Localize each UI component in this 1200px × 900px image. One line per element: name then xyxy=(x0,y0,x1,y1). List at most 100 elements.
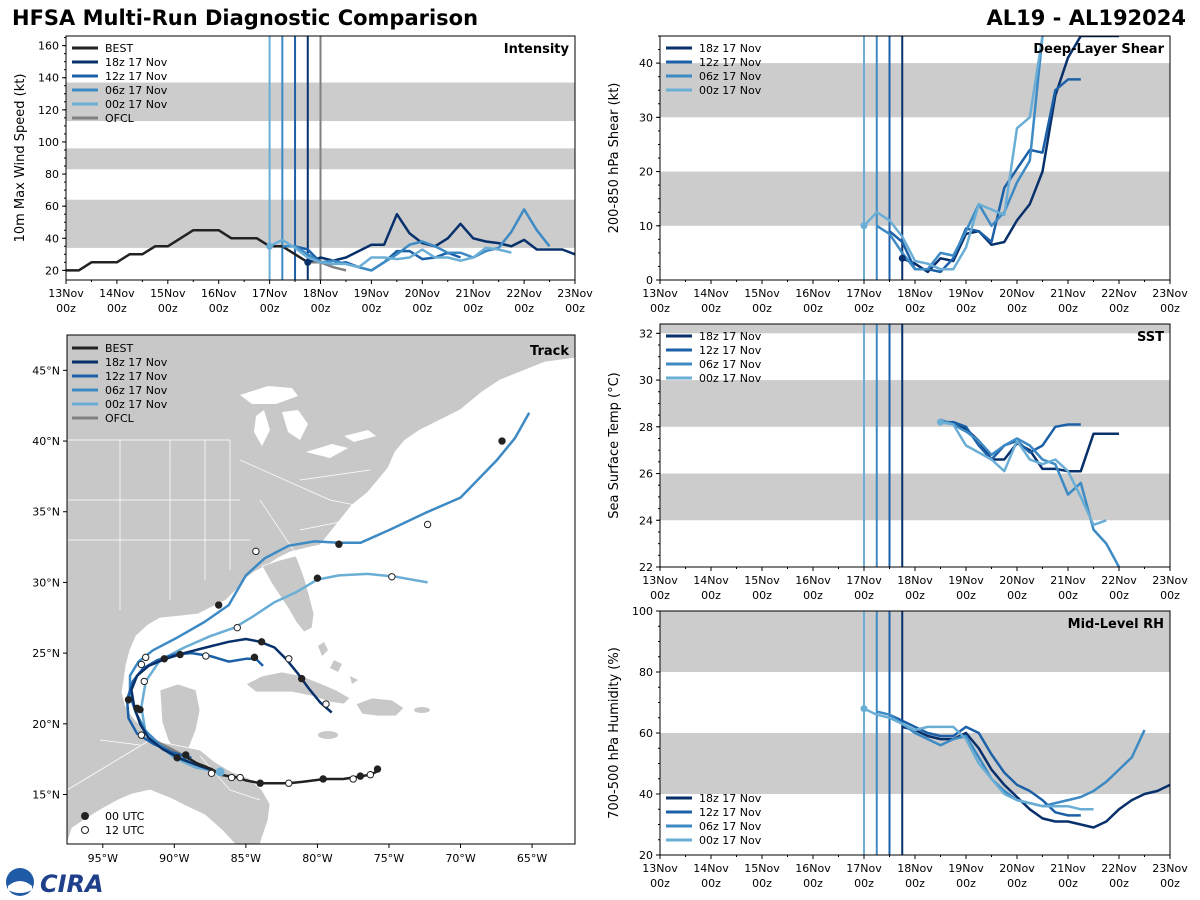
intensity-series-best xyxy=(66,228,321,272)
intensity-series-06z-17-nov xyxy=(282,208,551,272)
sst-xtick-label: 21Nov xyxy=(1050,574,1086,587)
intensity-series-00z-17-nov xyxy=(269,238,512,269)
track-frame xyxy=(66,334,576,845)
rh-xtick-label: 20Nov xyxy=(999,862,1035,875)
intensity-start-point xyxy=(266,242,274,250)
track-marker-00utc xyxy=(214,601,223,609)
shear-xtick-label-hour: 00z xyxy=(1007,302,1027,315)
rh-xtick-label: 18Nov xyxy=(897,862,933,875)
shear-xtick-label: 16Nov xyxy=(795,287,831,300)
track-xtick-label: 95°W xyxy=(88,852,118,865)
intensity-ytick-label: 20 xyxy=(45,264,59,277)
track-marker-00utc xyxy=(133,704,141,712)
rh-xtick-label-hour: 00z xyxy=(1058,877,1078,890)
sst-xtick-label: 22Nov xyxy=(1101,574,1137,587)
sst-band-0 xyxy=(660,473,1170,521)
intensity-xtick-label-hour: 00z xyxy=(158,302,178,315)
track-marker-00utc xyxy=(176,650,184,659)
intensity-xtick-label: 14Nov xyxy=(99,287,135,300)
rh-ytick-label: 20 xyxy=(639,849,653,862)
rh-xtick-label-hour: 00z xyxy=(854,877,874,890)
track-marker-legend-label: 12 UTC xyxy=(105,824,145,837)
sst-series-group xyxy=(937,418,1121,567)
shear-xtick-label: 21Nov xyxy=(1050,287,1086,300)
sst-ytick-label: 28 xyxy=(639,421,653,434)
rh-xtick-label: 14Nov xyxy=(693,862,729,875)
sst-xtick-label-hour: 00z xyxy=(1109,589,1129,602)
sst-band-1 xyxy=(660,380,1170,427)
sst-legend-label: 00z 17 Nov xyxy=(699,372,762,385)
shear-band-1 xyxy=(660,63,1170,118)
rh-title: Mid-Level RH xyxy=(1068,617,1164,632)
intensity-ylabel: 10m Max Wind Speed (kt) xyxy=(13,74,28,243)
shear-ytick-label: 10 xyxy=(639,220,653,233)
hispaniola-land xyxy=(355,697,405,717)
intensity-xtick-label: 19Nov xyxy=(354,287,390,300)
storm-id-title: AL19 - AL192024 xyxy=(986,6,1187,30)
shear-xtick-label-hour: 00z xyxy=(803,302,823,315)
great-lakes-water xyxy=(240,386,376,458)
track-ytick-label: 30°N xyxy=(32,576,60,589)
sst-ylabel: Sea Surface Temp (°C) xyxy=(607,372,622,519)
sst-xtick-label-hour: 00z xyxy=(701,589,721,602)
shear-xtick-label: 19Nov xyxy=(948,287,984,300)
shear-xtick-label: 17Nov xyxy=(846,287,882,300)
shear-legend-label: 18z 17 Nov xyxy=(699,42,762,55)
intensity-ytick-label: 60 xyxy=(45,200,59,213)
shear-xtick-label-hour: 00z xyxy=(650,302,670,315)
shear-xtick-label: 14Nov xyxy=(693,287,729,300)
sst-xtick-label-hour: 00z xyxy=(905,589,925,602)
intensity-start-point xyxy=(304,258,312,266)
track-marker-12utc xyxy=(227,773,236,782)
sst-xtick-label: 17Nov xyxy=(846,574,882,587)
rh-ytick-label: 80 xyxy=(639,666,653,679)
track-marker-12utc xyxy=(207,769,216,778)
sst-xtick-label: 14Nov xyxy=(693,574,729,587)
intensity-ytick-label: 160 xyxy=(38,40,59,53)
jamaica-land xyxy=(318,731,338,739)
track-start-point xyxy=(215,767,225,777)
sst-xtick-label-hour: 00z xyxy=(650,589,670,602)
intensity-xtick-label-hour: 00z xyxy=(56,302,76,315)
sst-legend-label: 12z 17 Nov xyxy=(699,344,762,357)
sst-xtick-label: 15Nov xyxy=(744,574,780,587)
track-marker-00utc xyxy=(124,696,133,704)
shear-xtick-label: 20Nov xyxy=(999,287,1035,300)
rh-xtick-label-hour: 00z xyxy=(752,877,772,890)
track-marker-00utc xyxy=(257,638,266,646)
shear-ytick-label: 30 xyxy=(639,111,653,124)
intensity-ytick-label: 80 xyxy=(45,168,59,181)
rh-ylabel: 700-500 hPa Humidity (%) xyxy=(607,647,622,819)
rh-legend-label: 18z 17 Nov xyxy=(699,792,762,805)
intensity-xtick-label: 15Nov xyxy=(150,287,186,300)
sst-start-point xyxy=(937,418,944,426)
shear-ylabel: 200-850 hPa Shear (kt) xyxy=(607,83,622,234)
sst-legend-label: 06z 17 Nov xyxy=(699,358,762,371)
yucatan-land xyxy=(159,683,201,753)
sst-xtick-label: 19Nov xyxy=(948,574,984,587)
track-marker-legend-symbol xyxy=(81,826,89,834)
track-marker-legend-label: 00 UTC xyxy=(105,810,145,823)
track-marker-12utc xyxy=(285,655,293,663)
intensity-xtick-label: 22Nov xyxy=(506,287,542,300)
intensity-legend-label: 00z 17 Nov xyxy=(105,98,168,111)
intensity-xtick-label-hour: 00z xyxy=(412,302,432,315)
rh-xtick-label-hour: 00z xyxy=(650,877,670,890)
shear-ytick-label: 20 xyxy=(639,166,653,179)
rh-series-18z-17-nov xyxy=(902,725,1170,829)
shear-series-18z-17-nov xyxy=(901,36,1119,274)
intensity-ytick-label: 140 xyxy=(38,72,59,85)
sst-xtick-label-hour: 00z xyxy=(803,589,823,602)
track-marker-00utc xyxy=(182,751,190,759)
track-xtick-label: 70°W xyxy=(445,852,475,865)
track-marker-12utc xyxy=(137,660,146,669)
cuba-land xyxy=(245,671,351,705)
track-xtick-label: 80°W xyxy=(302,852,332,865)
track-marker-00utc xyxy=(319,775,327,783)
intensity-xtick-label: 16Nov xyxy=(201,287,237,300)
sst-ytick-label: 32 xyxy=(639,327,653,340)
shear-ytick-label: 0 xyxy=(646,274,653,287)
shear-xtick-label-hour: 00z xyxy=(1160,302,1180,315)
track-series-group xyxy=(124,412,531,787)
shear-legend-label: 00z 17 Nov xyxy=(699,84,762,97)
